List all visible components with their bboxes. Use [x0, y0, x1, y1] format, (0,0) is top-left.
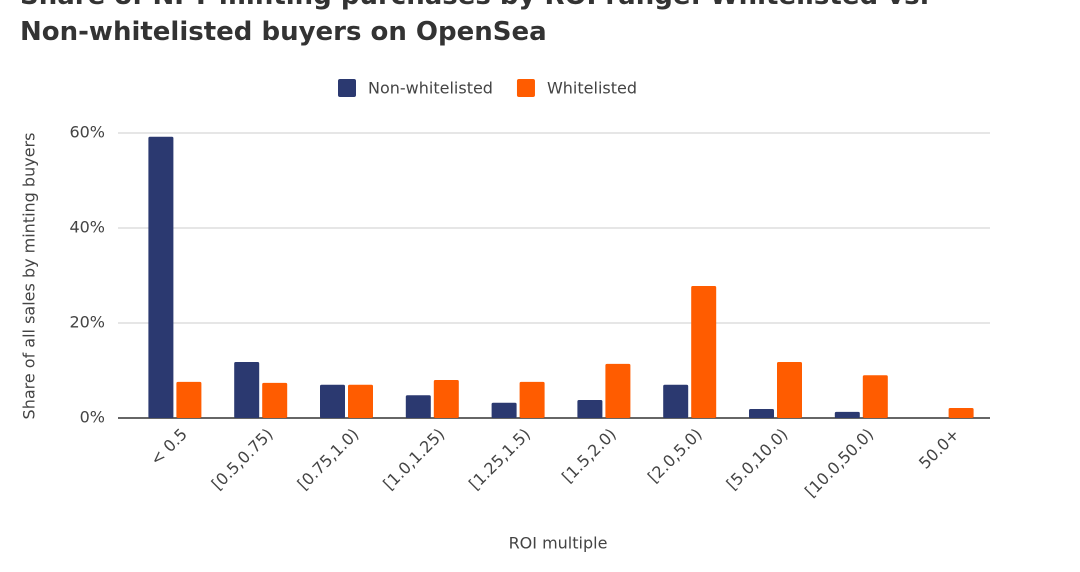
y-tick-label: 40%	[69, 218, 105, 237]
x-tick-label: < 0.5	[146, 425, 191, 470]
x-tick-label: [1.0,1.25)	[379, 425, 448, 494]
bar	[348, 384, 373, 418]
bar	[519, 381, 545, 418]
bar	[834, 411, 860, 418]
bar	[777, 361, 802, 418]
bar	[749, 408, 774, 418]
x-tick-label: [0.5,0.75)	[208, 425, 277, 494]
bar	[691, 285, 717, 418]
x-tick-label: 50.0+	[915, 425, 963, 473]
bar	[234, 361, 260, 418]
x-tick-label: [2.0,5.0)	[644, 425, 706, 487]
y-tick-label: 60%	[69, 123, 105, 142]
x-tick-label: [1.5,2.0)	[558, 425, 620, 487]
x-tick-label: [1.25,1.5)	[465, 425, 534, 494]
legend-swatch	[338, 79, 356, 97]
x-axis-label: ROI multiple	[509, 534, 608, 553]
bar	[405, 395, 431, 418]
bar	[148, 136, 174, 419]
bar	[948, 408, 974, 418]
legend-swatch	[516, 79, 535, 97]
x-tick-label: [0.75,1.0)	[293, 425, 362, 494]
y-tick-label: 20%	[69, 313, 105, 332]
legend-label: Whitelisted	[547, 79, 637, 98]
y-axis-label: Share of all sales by minting buyers	[20, 133, 39, 420]
bar	[577, 399, 603, 418]
x-tick-label: [10.0,50.0)	[801, 425, 877, 501]
bar	[663, 384, 689, 418]
bar	[262, 382, 288, 418]
chart-title: Non-whitelisted buyers on OpenSea	[20, 17, 547, 47]
legend-label: Non-whitelisted	[368, 79, 493, 98]
bar	[433, 380, 459, 418]
bar	[491, 402, 517, 418]
x-tick-label: [5.0,10.0)	[722, 425, 791, 494]
bar	[320, 384, 345, 418]
y-tick-label: 0%	[80, 408, 105, 427]
bar	[862, 375, 888, 418]
bar	[605, 363, 631, 418]
chart-title: Share of NFT minting purchases by ROI ra…	[20, 0, 929, 11]
bar	[176, 381, 202, 418]
